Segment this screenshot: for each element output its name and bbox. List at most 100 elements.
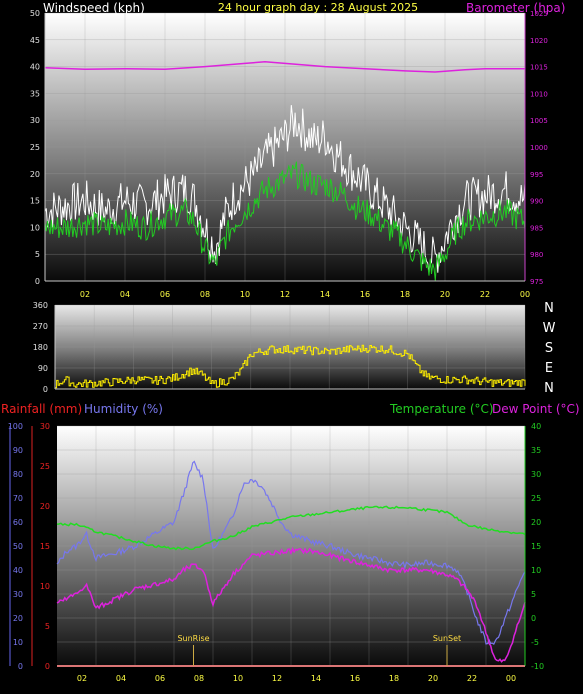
wind-tick-label: 50 (30, 9, 40, 18)
wind-x-tick-label: 04 (120, 290, 130, 299)
barometer-tick-label: 990 (530, 198, 543, 206)
humidity-tick-label: 90 (13, 446, 23, 455)
rain-tick-label: 20 (40, 502, 50, 511)
temperature-axis-title: Temperature (°C) (389, 402, 494, 416)
wind-x-tick-label: 08 (200, 290, 210, 299)
rain-tick-label: 5 (45, 622, 50, 631)
temperature-tick-label: 40 (531, 422, 541, 431)
rainfall-axis-title: Rainfall (mm) (1, 402, 82, 416)
wind-tick-label: 40 (30, 63, 40, 72)
temperature-tick-label: 15 (531, 542, 541, 551)
direction-tick-label: 180 (33, 343, 48, 352)
barometer-tick-label: 1015 (530, 64, 548, 72)
wind-tick-label: 5 (35, 250, 40, 259)
wind-x-tick-label: 10 (240, 290, 250, 299)
direction-tick-label: 270 (33, 322, 48, 331)
rain-tick-label: 15 (40, 542, 50, 551)
temperature-tick-label: 30 (531, 470, 541, 479)
humidity-tick-label: 0 (18, 662, 23, 671)
wind-x-tick-label: 18 (400, 290, 410, 299)
temperature-tick-label: 20 (531, 518, 541, 527)
tick-labels: 0510152025303540455097598098599099510001… (8, 9, 548, 683)
temp-x-tick-label: 02 (77, 674, 87, 683)
wind-x-tick-label: 02 (80, 290, 90, 299)
temp-x-tick-label: 16 (350, 674, 360, 683)
humidity-tick-label: 40 (13, 566, 23, 575)
humidity-series-line (56, 460, 526, 645)
sunrise-label: SunRise (177, 634, 209, 643)
direction-tick-label: 360 (33, 301, 48, 310)
humidity-tick-label: 60 (13, 518, 23, 527)
temperature-tick-label: 25 (531, 494, 541, 503)
temperature-tick-label: 35 (531, 446, 541, 455)
rain-tick-label: 10 (40, 582, 50, 591)
compass-label-s: S (545, 341, 553, 356)
wind-tick-label: 20 (30, 170, 40, 179)
barometer-axis-title: Barometer (hpa) (466, 1, 565, 15)
temp-x-tick-label: 00 (506, 674, 516, 683)
rain-tick-label: 0 (45, 662, 50, 671)
barometer-tick-label: 1005 (530, 117, 548, 125)
wind-tick-label: 35 (30, 89, 40, 98)
temp-x-tick-label: 18 (389, 674, 399, 683)
temperature-tick-label: 5 (531, 590, 536, 599)
temperature-tick-label: 10 (531, 566, 541, 575)
barometer-tick-label: 1025 (530, 10, 548, 18)
wind-tick-label: 15 (30, 197, 40, 206)
barometer-series-line (44, 61, 525, 73)
chart-title: 24 hour graph day : 28 August 2025 (218, 1, 418, 14)
humidity-tick-label: 70 (13, 494, 23, 503)
barometer-tick-label: 985 (530, 224, 543, 232)
temp-x-tick-label: 10 (233, 674, 243, 683)
barometer-tick-label: 1020 (530, 37, 548, 45)
wind-axis-title: Windspeed (kph) (43, 1, 145, 15)
humidity-tick-label: 10 (13, 638, 23, 647)
wind-x-tick-label: 00 (520, 290, 530, 299)
humidity-tick-label: 100 (8, 422, 23, 431)
compass-label-e: E (545, 361, 553, 376)
wind-x-tick-label: 12 (280, 290, 290, 299)
temperature-tick-label: 0 (531, 614, 536, 623)
direction-tick-label: 0 (43, 385, 48, 394)
temp-x-tick-label: 22 (467, 674, 477, 683)
humidity-axis-title: Humidity (%) (84, 402, 163, 416)
gust-series-line (44, 105, 526, 273)
wind-x-tick-label: 06 (160, 290, 170, 299)
temp-x-tick-label: 20 (428, 674, 438, 683)
compass-label-w: W (543, 321, 556, 336)
barometer-tick-label: 980 (530, 251, 543, 259)
temp-x-tick-label: 08 (194, 674, 204, 683)
dewpoint-series-line (56, 546, 526, 663)
wind-tick-label: 10 (30, 223, 40, 232)
compass-label-n-bottom: N (544, 381, 554, 396)
wind-tick-label: 30 (30, 116, 40, 125)
humidity-tick-label: 80 (13, 470, 23, 479)
temperature-tick-label: -5 (531, 638, 539, 647)
compass-label-n-top: N (544, 301, 554, 316)
compass-labels: N W S E N (543, 301, 556, 396)
direction-tick-label: 90 (38, 364, 48, 373)
barometer-tick-label: 995 (530, 171, 543, 179)
direction-series-line (55, 344, 526, 389)
rain-tick-label: 30 (40, 422, 50, 431)
barometer-tick-label: 975 (530, 278, 543, 286)
barometer-tick-label: 1010 (530, 90, 548, 98)
rain-tick-label: 25 (40, 462, 50, 471)
barometer-tick-label: 1000 (530, 144, 548, 152)
temp-x-tick-label: 12 (272, 674, 282, 683)
temperature-series-line (56, 505, 526, 551)
temp-x-tick-label: 06 (155, 674, 165, 683)
sun-annotations: SunRise SunSet (177, 634, 461, 666)
average-series-line (44, 161, 526, 281)
wind-tick-label: 45 (30, 36, 40, 45)
humidity-tick-label: 20 (13, 614, 23, 623)
humidity-tick-label: 30 (13, 590, 23, 599)
wind-x-tick-label: 22 (480, 290, 490, 299)
wind-x-tick-label: 20 (440, 290, 450, 299)
dewpoint-axis-title: Dew Point (°C) (492, 402, 580, 416)
temp-x-tick-label: 14 (311, 674, 321, 683)
temp-x-tick-label: 04 (116, 674, 126, 683)
humidity-tick-label: 50 (13, 542, 23, 551)
